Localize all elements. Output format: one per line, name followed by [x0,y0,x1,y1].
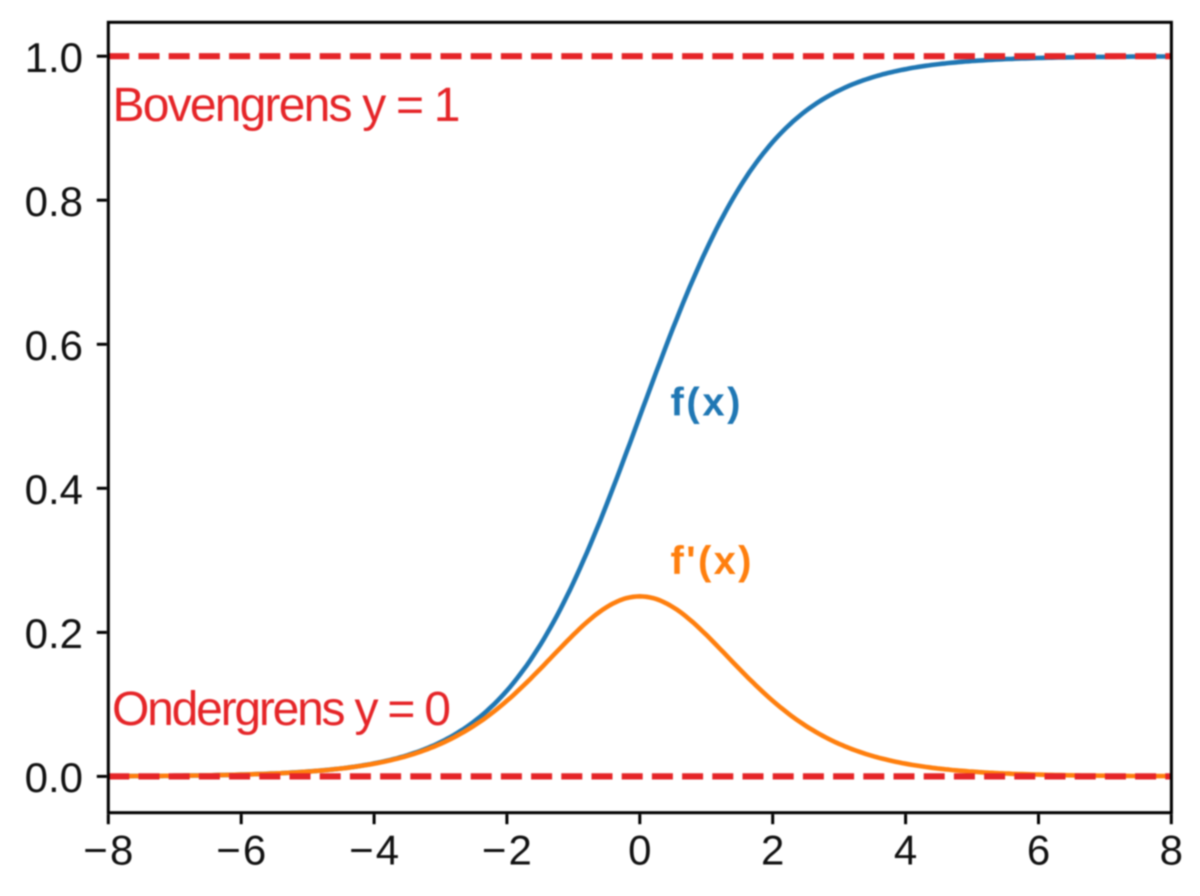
svg-text:Bovengrens y = 1: Bovengrens y = 1 [113,79,461,132]
svg-text:0.6: 0.6 [25,322,83,369]
svg-text:f(x): f(x) [671,381,741,425]
svg-text:f'(x): f'(x) [671,539,752,583]
svg-text:8: 8 [1160,827,1183,874]
svg-text:2: 2 [761,827,784,874]
svg-text:1.0: 1.0 [25,34,83,81]
svg-text:Ondergrens y = 0: Ondergrens y = 0 [112,683,451,736]
svg-text:0.0: 0.0 [25,754,83,801]
svg-text:0.8: 0.8 [25,178,83,225]
svg-text:0: 0 [628,827,651,874]
svg-text:0.2: 0.2 [25,610,83,657]
svg-text:6: 6 [1027,827,1050,874]
svg-text:0.4: 0.4 [25,466,83,513]
svg-text:4: 4 [894,827,917,874]
